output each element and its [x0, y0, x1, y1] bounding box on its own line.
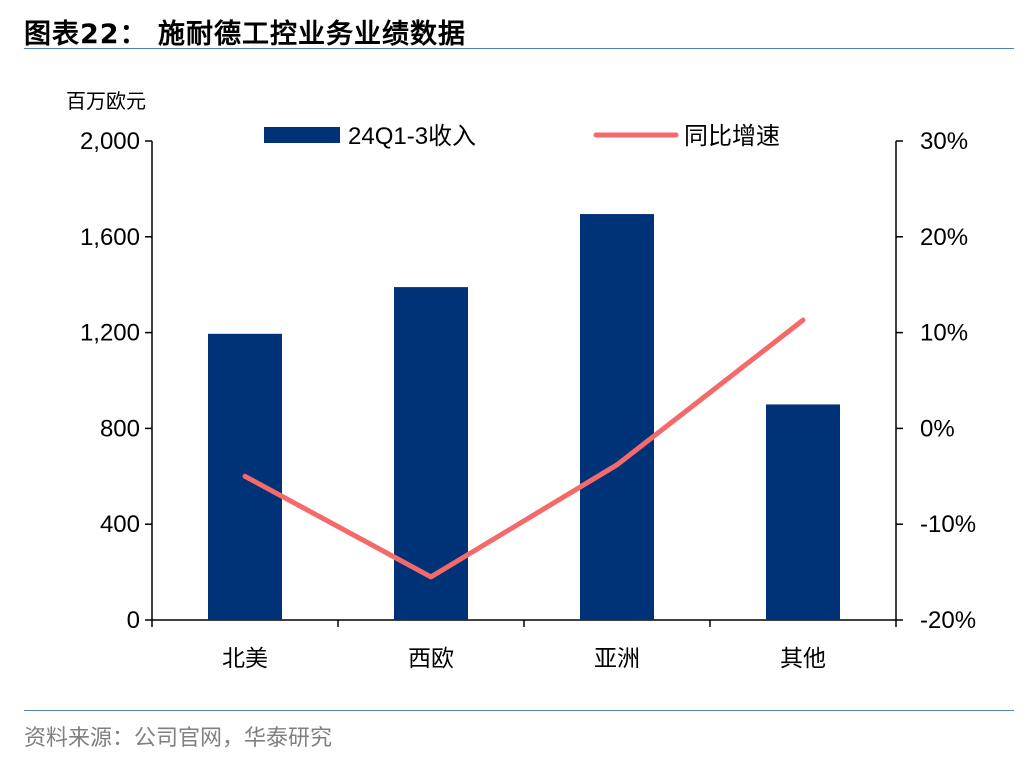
legend-label-bar: 24Q1-3收入	[348, 123, 476, 150]
bar-series	[208, 214, 840, 621]
category-label: 北美	[222, 646, 268, 672]
growth-point-3	[616, 464, 618, 466]
left-axis-tick-label: 400	[100, 511, 140, 538]
left-axis-unit-label: 百万欧元	[66, 89, 146, 113]
right-axis-tick-label: -10%	[920, 511, 976, 538]
category-label: 其他	[780, 646, 826, 672]
source-note: 资料来源：公司官网，华泰研究	[24, 726, 333, 751]
page-title: 图表22： 施耐德工控业务业绩数据	[24, 19, 466, 50]
left-axis-tick-label: 1,200	[80, 320, 140, 347]
title-divider	[24, 48, 1014, 49]
left-axis-tick-label: 0	[127, 607, 140, 634]
category-label: 西欧	[408, 646, 454, 672]
legend-label-line: 同比增速	[684, 123, 780, 150]
left-axis-tick-label: 800	[100, 415, 140, 442]
right-axis-tick-label: -20%	[920, 607, 976, 634]
growth-point-1	[244, 475, 246, 477]
category-label: 亚洲	[594, 646, 640, 672]
growth-line	[242, 317, 806, 580]
category-labels: 北美 西欧 亚洲 其他	[222, 646, 826, 672]
line-series	[242, 317, 806, 580]
revenue-growth-chart: 百万欧元 0 400 800 1,200 1,600 2,000 -20% -10% 0% 10%…	[66, 89, 976, 672]
left-axis-tick-label: 1,600	[80, 224, 140, 251]
bar-3	[580, 214, 654, 621]
growth-point-4	[802, 319, 804, 321]
left-axis-tick-label: 2,000	[80, 128, 140, 155]
growth-point-2	[430, 576, 432, 578]
bar-4	[766, 404, 840, 620]
legend: 24Q1-3收入 同比增速	[264, 123, 780, 150]
axes: 0 400 800 1,200 1,600 2,000 -20% -10% 0% 10% 20% 30…	[80, 128, 976, 634]
right-axis-tick-label: 0%	[920, 415, 955, 442]
footer-divider	[24, 710, 1014, 711]
bar-2	[394, 287, 468, 620]
right-axis-tick-label: 10%	[920, 320, 968, 347]
legend-swatch-bar	[264, 127, 340, 143]
right-axis-tick-label: 30%	[920, 128, 968, 155]
right-axis-tick-label: 20%	[920, 224, 968, 251]
